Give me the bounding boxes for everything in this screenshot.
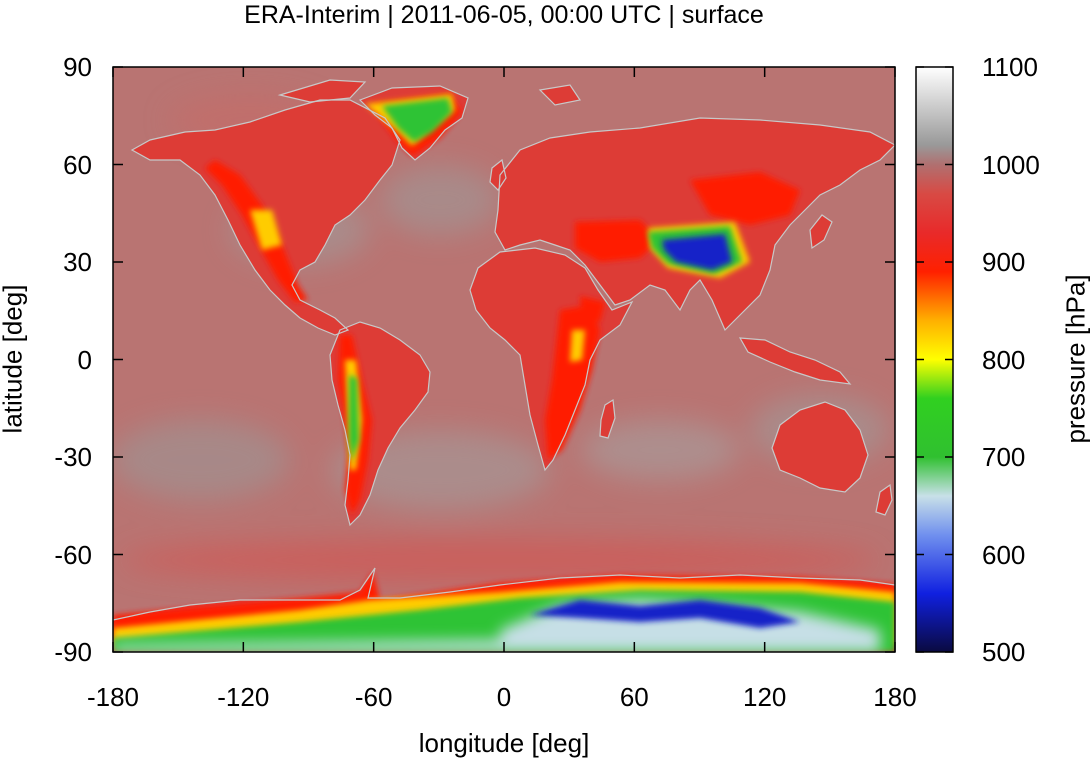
y-tick-label: -60	[54, 539, 92, 570]
colorbar-tick-label: 800	[982, 344, 1026, 375]
map-plot-area	[113, 67, 895, 652]
colorbar-tick-label: 600	[982, 539, 1026, 570]
australia	[772, 402, 868, 492]
coastline	[277, 79, 581, 106]
y-axis-label: latitude [deg]	[0, 284, 28, 434]
coastline	[469, 247, 634, 472]
x-tick-label: -60	[354, 682, 393, 712]
x-tick-label: -180	[86, 682, 140, 712]
coastline	[771, 401, 869, 493]
coastline	[489, 158, 507, 191]
x-tick-label: 0	[496, 682, 512, 712]
x-tick-label: 180	[873, 682, 917, 712]
coastline	[738, 337, 852, 385]
x-axis-label: longitude [deg]	[418, 728, 590, 758]
coastline	[875, 483, 893, 516]
coastline	[494, 117, 895, 332]
y-tick-label: 0	[77, 344, 92, 375]
coastline	[599, 398, 616, 439]
colorbar-ticks	[916, 66, 953, 653]
arctic-islands	[280, 80, 580, 105]
british-isles	[490, 160, 506, 190]
colorbar-label: pressure [hPa]	[1060, 274, 1091, 444]
coastline	[809, 214, 833, 250]
y-tick-label: -90	[54, 637, 92, 667]
y-tick-label: 60	[63, 149, 92, 180]
colorbar-tick-label: 1100	[982, 52, 1038, 82]
coastline	[358, 85, 469, 161]
eurasia	[495, 118, 895, 330]
colorbar-tick-label: 700	[982, 442, 1026, 472]
y-tick-label: 30	[63, 247, 92, 277]
elevation-shading	[113, 94, 895, 652]
coastline	[329, 321, 431, 527]
colorbar-tick-label: 900	[982, 247, 1026, 277]
colorbar-tick-label: 500	[982, 637, 1026, 667]
x-tick-label: 120	[742, 682, 787, 712]
x-tick-label: -120	[217, 682, 270, 712]
coastline	[113, 567, 895, 652]
x-tick-label: 60	[619, 682, 649, 712]
y-tick-label: -30	[54, 442, 92, 472]
chart-title: ERA-Interim | 2011-06-05, 00:00 UTC | su…	[244, 1, 764, 29]
axis-ticks	[112, 66, 896, 653]
colorbar-tick-label: 1000	[982, 149, 1040, 180]
y-tick-label: 90	[63, 52, 92, 82]
maritime-continent	[740, 338, 850, 384]
coastlines	[113, 79, 895, 652]
